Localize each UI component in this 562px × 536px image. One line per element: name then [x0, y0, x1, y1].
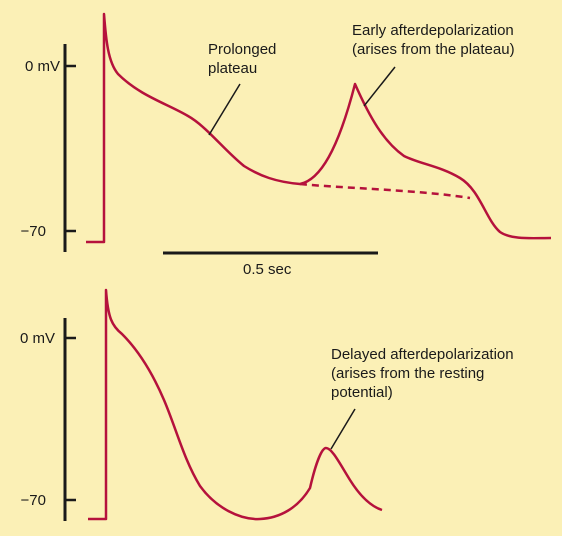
time-scale-label: 0.5 sec	[243, 261, 292, 278]
dad-annotation-line-1: Delayed afterdepolarization	[331, 346, 514, 363]
plateau-leader-line	[208, 83, 241, 136]
dad-annotation-line-3: potential)	[331, 384, 393, 401]
plateau-annotation: Prolonged plateau	[208, 40, 276, 78]
bottom-action-potential-trace	[88, 288, 383, 521]
ead-annotation: Early afterdepolarization (arises from t…	[352, 21, 515, 59]
ead-annotation-line-2: (arises from the plateau)	[352, 41, 515, 58]
top-zero-mv-label: 0 mV	[24, 58, 60, 75]
dad-annotation-line-2: (arises from the resting	[331, 365, 485, 382]
plateau-annotation-line-2: plateau	[208, 60, 258, 77]
bottom-resting-label: −70	[20, 492, 46, 509]
top-action-potential-trace	[86, 12, 552, 244]
top-resting-label: −70	[20, 223, 46, 240]
bottom-zero-mv-label: 0 mV	[19, 330, 55, 347]
dad-leader-line	[330, 408, 356, 450]
ead-leader-line	[363, 66, 396, 107]
plateau-annotation-line-1: Prolonged	[208, 41, 277, 58]
top-plateau-dashed-continuation	[299, 182, 471, 200]
dad-annotation: Delayed afterdepolarization (arises from…	[331, 345, 514, 402]
ead-annotation-line-1: Early afterdepolarization	[352, 22, 514, 39]
